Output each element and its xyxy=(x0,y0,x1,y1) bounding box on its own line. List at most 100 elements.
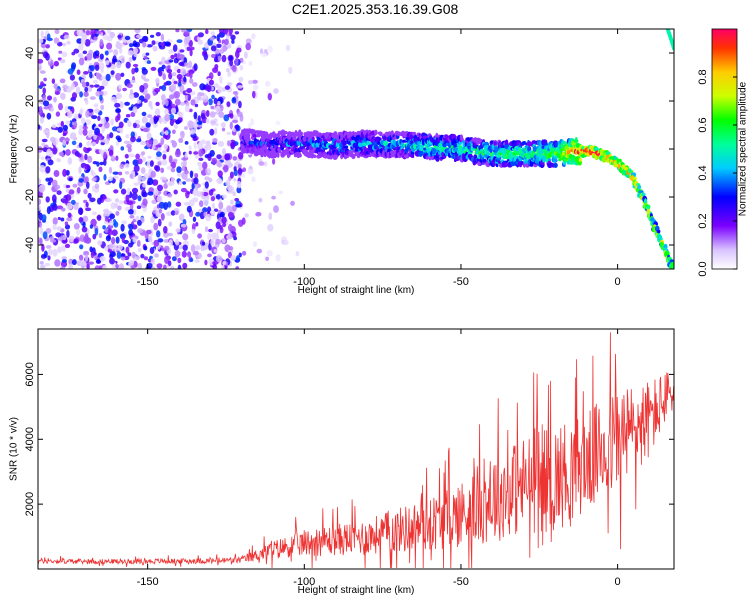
noise-cell xyxy=(86,86,93,92)
noise-cell xyxy=(275,254,281,262)
noise-cell xyxy=(114,198,120,203)
noise-cell xyxy=(105,60,110,66)
noise-cell xyxy=(64,221,69,226)
noise-cell xyxy=(191,228,196,234)
noise-cell xyxy=(131,192,138,201)
noise-cell xyxy=(155,77,160,84)
noise-cell xyxy=(227,70,232,78)
noise-cell xyxy=(185,190,190,199)
noise-cell xyxy=(204,259,208,266)
noise-cell xyxy=(222,194,227,199)
noise-cell xyxy=(193,141,197,150)
noise-cell xyxy=(264,80,271,87)
noise-cell xyxy=(204,176,210,181)
noise-cell xyxy=(193,151,199,155)
noise-cell xyxy=(164,41,171,47)
noise-cell xyxy=(158,201,165,209)
noise-cell xyxy=(203,51,208,56)
noise-cell xyxy=(91,177,97,182)
noise-cell xyxy=(241,250,247,256)
noise-cell xyxy=(183,30,190,36)
noise-cell xyxy=(152,45,158,52)
noise-cell xyxy=(175,228,181,233)
signal-cell xyxy=(663,243,668,249)
noise-cell xyxy=(41,214,47,222)
noise-cell xyxy=(113,175,119,180)
noise-cell xyxy=(129,79,136,84)
noise-cell xyxy=(130,111,136,117)
noise-cell xyxy=(231,39,235,44)
noise-cell xyxy=(236,180,242,189)
noise-cell xyxy=(205,118,210,124)
noise-cell xyxy=(45,227,52,234)
noise-cell xyxy=(222,44,228,52)
noise-cell xyxy=(116,251,122,259)
noise-cell xyxy=(108,243,114,250)
noise-cell xyxy=(191,182,195,190)
noise-cell xyxy=(158,61,163,65)
noise-cell xyxy=(38,204,41,212)
noise-cell xyxy=(126,39,133,43)
noise-cell xyxy=(182,159,187,167)
noise-cell xyxy=(267,93,272,101)
noise-cell xyxy=(121,220,128,225)
noise-cell xyxy=(233,166,237,171)
noise-cell xyxy=(166,68,173,74)
noise-cell xyxy=(216,160,222,167)
noise-cell xyxy=(174,149,181,158)
signal-cell xyxy=(637,184,642,190)
noise-cell xyxy=(121,236,125,243)
noise-cell xyxy=(233,178,237,182)
noise-cell xyxy=(67,68,74,75)
noise-cell xyxy=(144,93,151,100)
noise-cell xyxy=(205,213,212,222)
noise-cell xyxy=(234,197,240,202)
noise-cell xyxy=(197,32,204,38)
noise-cell xyxy=(197,233,203,239)
noise-cell xyxy=(156,230,161,238)
noise-cell xyxy=(89,224,93,229)
noise-cell xyxy=(102,265,107,269)
noise-cell xyxy=(208,98,213,106)
noise-cell xyxy=(68,189,75,195)
noise-cell xyxy=(91,141,97,146)
noise-cell xyxy=(104,138,110,145)
noise-cell xyxy=(219,211,225,218)
noise-cell xyxy=(130,136,136,143)
noise-cell xyxy=(101,125,105,134)
noise-cell xyxy=(116,61,122,69)
y-tick-label: 0 xyxy=(24,146,36,152)
noise-cell xyxy=(60,217,65,222)
noise-cell xyxy=(162,73,166,81)
noise-cell xyxy=(103,174,107,181)
noise-cell xyxy=(126,187,131,196)
noise-cell xyxy=(123,140,130,144)
noise-cell xyxy=(97,133,103,137)
noise-cell xyxy=(184,93,189,101)
noise-cell xyxy=(77,207,84,215)
signal-cell xyxy=(504,144,509,150)
noise-cell xyxy=(150,105,154,110)
noise-cell xyxy=(118,200,124,205)
noise-cell xyxy=(53,60,60,67)
signal-cell xyxy=(574,137,578,144)
colorbar-tick-label: 0.4 xyxy=(697,165,709,180)
noise-cell xyxy=(93,84,100,88)
noise-cell xyxy=(40,264,46,269)
noise-cell xyxy=(86,263,90,269)
noise-cell xyxy=(177,257,182,264)
noise-cell xyxy=(60,92,66,101)
signal-cell xyxy=(342,141,347,146)
noise-cell xyxy=(127,209,134,215)
noise-cell xyxy=(99,255,106,262)
noise-cell xyxy=(81,117,86,125)
x-tick-label: -150 xyxy=(137,276,159,288)
noise-cell xyxy=(153,222,159,231)
signal-cell xyxy=(542,157,547,162)
noise-cell xyxy=(156,263,163,269)
signal-cell xyxy=(493,146,499,153)
noise-cell xyxy=(179,84,185,93)
noise-cell xyxy=(97,115,101,122)
noise-cell xyxy=(73,121,78,129)
